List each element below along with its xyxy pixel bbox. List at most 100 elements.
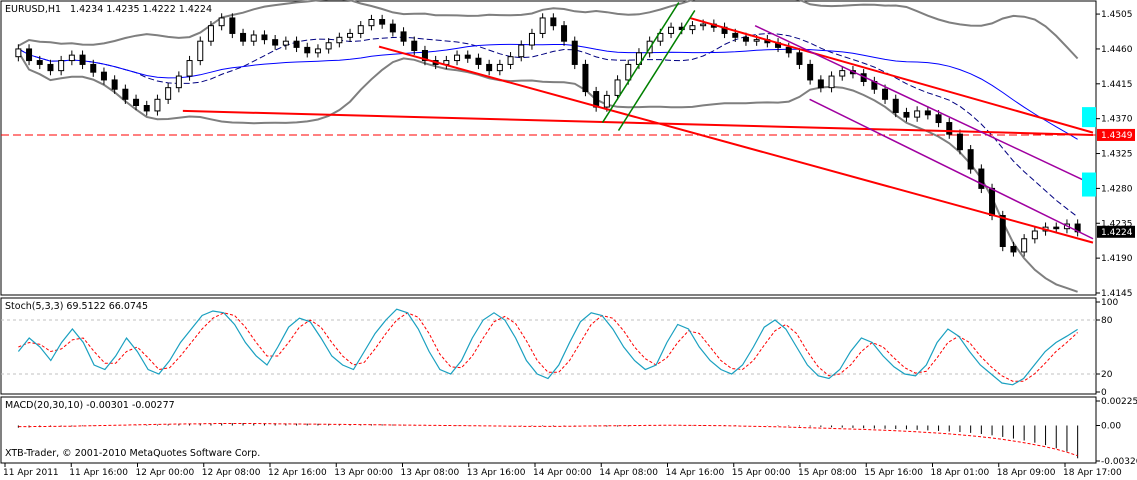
candle-body-bear bbox=[882, 88, 889, 100]
candle bbox=[58, 55, 65, 76]
candle bbox=[175, 71, 182, 93]
candle bbox=[90, 59, 97, 77]
chart-ohlc: 1.4234 1.4235 1.4222 1.4224 bbox=[70, 4, 212, 15]
candle bbox=[892, 94, 899, 118]
candle bbox=[36, 55, 43, 70]
price-panel[interactable]: 1.4505 1.4460 1.4415 1.4370 1.4325 1.4280 1.42… bbox=[0, 0, 1135, 299]
green-trendline bbox=[601, 2, 680, 123]
candle-body-bear bbox=[143, 104, 150, 112]
candle bbox=[796, 48, 803, 70]
candle-body-bull bbox=[1031, 230, 1038, 240]
candle-body-bull bbox=[357, 25, 364, 34]
candle bbox=[978, 164, 985, 194]
candle bbox=[486, 59, 493, 76]
candle-body-bear bbox=[956, 133, 963, 151]
candle bbox=[207, 21, 214, 46]
candle-body-bear bbox=[79, 54, 86, 65]
stoch-axis: 100 80 20 0 bbox=[1, 298, 1118, 398]
time-tick-label: 14 Apr 00:00 bbox=[533, 468, 592, 478]
candle-body-bear bbox=[946, 122, 953, 135]
candle bbox=[539, 13, 546, 39]
candle bbox=[882, 84, 889, 104]
macd-signal-line bbox=[18, 423, 1078, 457]
candle-body-bear bbox=[785, 46, 792, 54]
candle-body-bull bbox=[689, 25, 696, 31]
time-tick-label: 12 Apr 08:00 bbox=[202, 468, 261, 478]
candle-body-bull bbox=[828, 75, 835, 89]
marker-box bbox=[1082, 107, 1096, 128]
candle bbox=[400, 27, 407, 46]
time-tick-label: 15 Apr 08:00 bbox=[798, 468, 857, 478]
candle bbox=[464, 50, 471, 63]
price-tick-label: 1.4505 bbox=[1101, 10, 1133, 20]
candle bbox=[582, 59, 589, 97]
candle bbox=[507, 52, 514, 70]
candle-body-bear bbox=[1053, 226, 1060, 230]
stoch-tick-label: 0 bbox=[1101, 388, 1107, 398]
candle-body-bear bbox=[817, 79, 824, 89]
green-trendline bbox=[617, 10, 696, 131]
candle bbox=[304, 42, 311, 58]
candle bbox=[122, 84, 129, 104]
candle-body-bear bbox=[967, 149, 974, 170]
candle bbox=[325, 38, 332, 54]
candle-body-bear bbox=[978, 168, 985, 189]
candle-body-bear bbox=[742, 36, 749, 42]
candle bbox=[496, 59, 503, 76]
candle bbox=[454, 50, 461, 66]
candle bbox=[817, 75, 824, 93]
price-tag-alert bbox=[1097, 128, 1135, 141]
candle-body-bear bbox=[240, 32, 247, 42]
candle bbox=[229, 13, 236, 39]
candle bbox=[15, 44, 22, 62]
candle-body-bull bbox=[218, 17, 225, 27]
candle-body-bull bbox=[186, 60, 193, 77]
candle-body-bear bbox=[26, 48, 33, 62]
price-tag-current bbox=[1097, 225, 1135, 238]
candle bbox=[924, 106, 931, 120]
candle-body-bear bbox=[100, 71, 107, 81]
candle-body-bear bbox=[421, 49, 428, 62]
candle bbox=[165, 83, 172, 104]
candle-body-bull bbox=[197, 40, 204, 62]
time-tick-label: 18 Apr 09:00 bbox=[997, 468, 1056, 478]
candle bbox=[293, 36, 300, 53]
candle-body-bull bbox=[839, 70, 846, 77]
candle-body-bull bbox=[336, 36, 343, 44]
candle-body-bear bbox=[272, 39, 279, 46]
time-axis: 11 Apr 2011 11 Apr 16:00 12 Apr 00:00 12 Ap… bbox=[3, 463, 1122, 478]
candle-body-bear bbox=[571, 40, 578, 65]
macd-panel-frame bbox=[0, 396, 1097, 464]
stoch-panel[interactable]: 100 80 20 0 Stoch(5,3,3) 69.5122 66.0745 bbox=[0, 297, 1118, 398]
price-tick-label: 1.4460 bbox=[1101, 45, 1133, 55]
macd-axis: 0.00225 0.00 -0.00326 bbox=[1096, 397, 1137, 467]
price-tick-label: 1.4235 bbox=[1101, 219, 1133, 229]
candle-body-bear bbox=[293, 40, 300, 48]
candle-body-bull bbox=[657, 32, 664, 42]
candle bbox=[143, 100, 150, 116]
candle bbox=[935, 110, 942, 128]
macd-panel[interactable]: 0.00225 0.00 -0.00326 MACD(20,30,10) -0.00… bbox=[0, 396, 1137, 467]
candle-body-bear bbox=[47, 63, 54, 72]
purple-trendline bbox=[754, 25, 1094, 186]
candle bbox=[186, 55, 193, 81]
moving-average-slow bbox=[18, 43, 1078, 140]
candle bbox=[218, 13, 225, 31]
candle-body-bear bbox=[903, 111, 910, 118]
candle-body-bull bbox=[325, 42, 332, 50]
candle-body-bull bbox=[58, 60, 65, 72]
candle-body-bear bbox=[111, 79, 118, 90]
time-tick-label: 15 Apr 00:00 bbox=[732, 468, 791, 478]
candle bbox=[379, 14, 386, 29]
candle bbox=[261, 30, 268, 45]
candle bbox=[250, 30, 257, 46]
marker-box bbox=[1082, 172, 1096, 197]
chart-symbol: EURUSD,H1 bbox=[5, 4, 61, 15]
stoch-main-line bbox=[17, 308, 1078, 386]
candle bbox=[518, 40, 525, 62]
time-tick-label: 18 Apr 01:00 bbox=[931, 468, 990, 478]
price-tick-label: 1.4280 bbox=[1101, 184, 1133, 194]
price-tag-label: 1.4349 bbox=[1101, 131, 1133, 141]
candle-body-bull bbox=[368, 18, 375, 27]
